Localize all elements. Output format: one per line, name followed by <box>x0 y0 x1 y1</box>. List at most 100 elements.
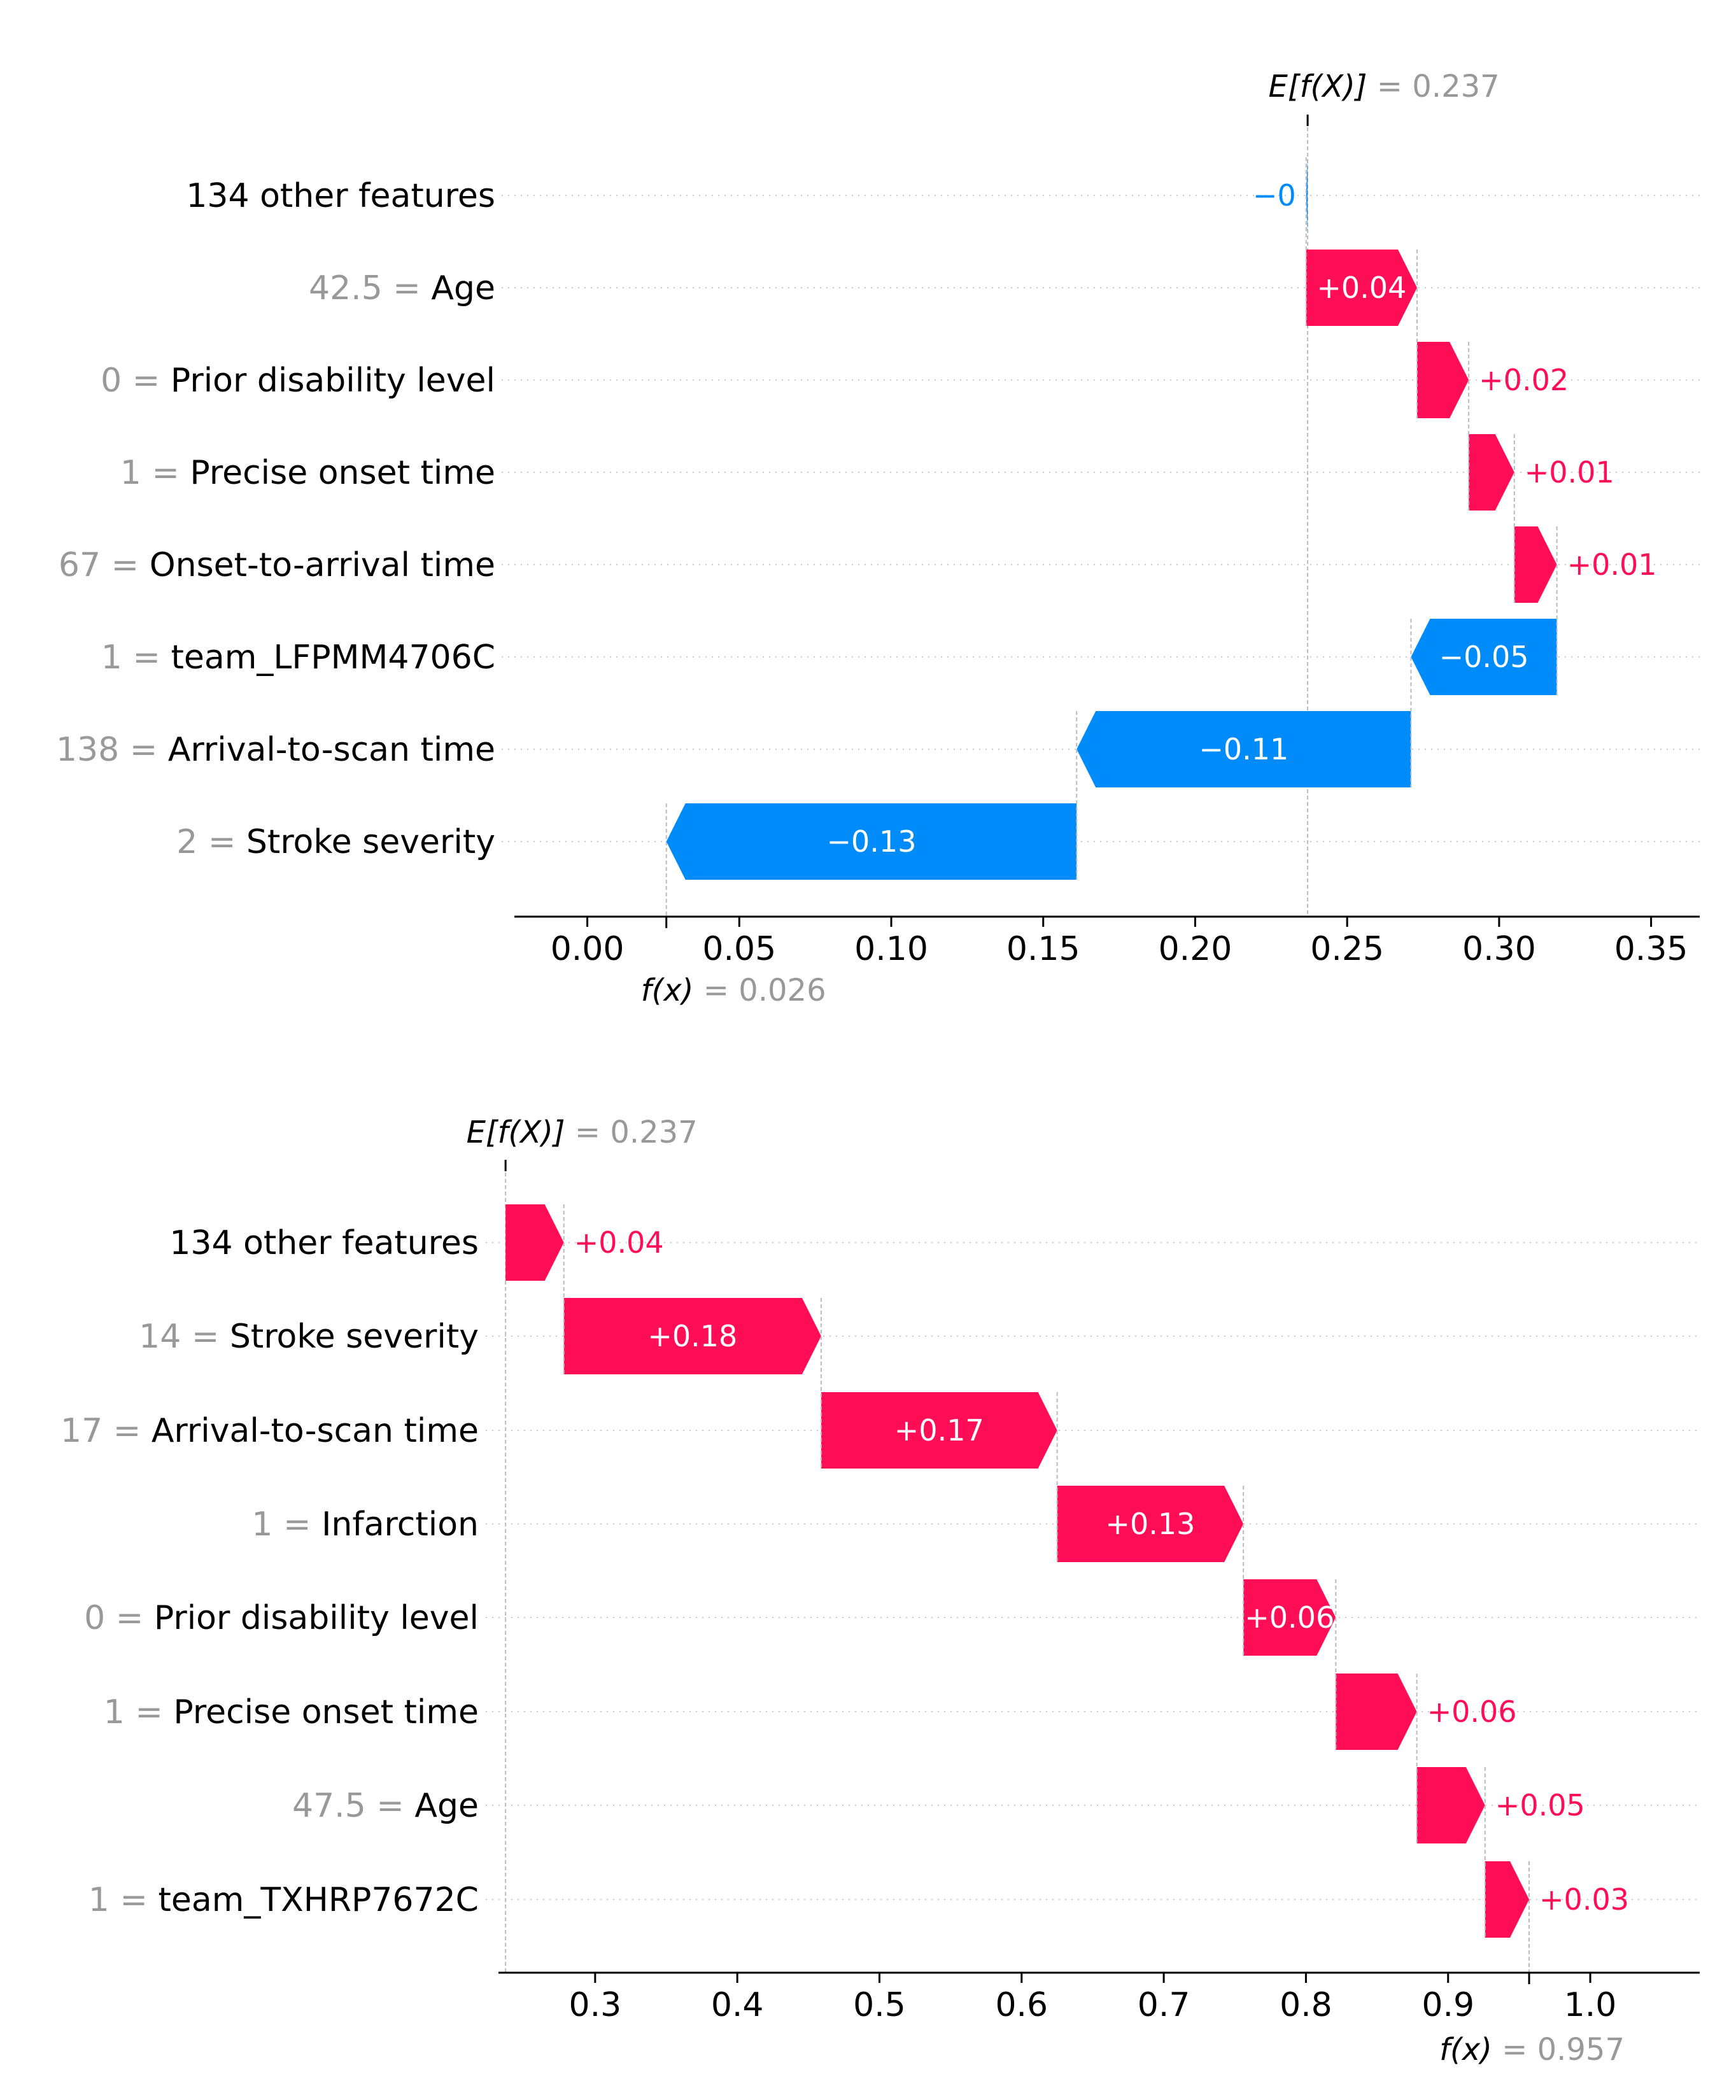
feature-label-5: 0 = Prior disability level <box>84 1599 479 1637</box>
bar-6 <box>1411 619 1557 695</box>
bar-label-2: +0.04 <box>1316 271 1406 305</box>
feature-name: Onset-to-arrival time <box>150 546 495 584</box>
feature-value: 17 = <box>60 1412 152 1450</box>
feature-name: Precise onset time <box>190 454 495 492</box>
bar-label-1: +0.04 <box>574 1225 664 1260</box>
feature-label-8: 1 = team_TXHRP7672C <box>88 1881 479 1919</box>
x-tick-label: 1.0 <box>1564 1986 1617 2024</box>
feature-name: 134 other features <box>186 177 495 215</box>
bar-label-6: −0.05 <box>1439 640 1529 674</box>
bar-7 <box>1076 711 1411 787</box>
waterfall-chart-2: +0.04 134 other features +0.18 14 = Stroke … <box>60 1115 1700 2068</box>
bar-label-5: +0.01 <box>1567 547 1657 582</box>
waterfall-chart-1: −0 134 other features +0.04 42.5 = Age +0.02… <box>56 69 1700 1008</box>
base-value-number: = 0.237 <box>1367 69 1500 104</box>
base-value-annotation: E[f(X)] = 0.237 <box>467 1115 698 1150</box>
bar-label-5: +0.06 <box>1245 1600 1334 1635</box>
feature-name: Age <box>414 1787 479 1825</box>
bar-2 <box>563 1298 821 1374</box>
x-tick-label: 0.7 <box>1138 1986 1190 2024</box>
bar-2 <box>1306 250 1417 326</box>
x-tick-label: 0.15 <box>1006 930 1080 968</box>
bar-label-2: +0.18 <box>647 1319 737 1353</box>
feature-value: 47.5 = <box>292 1787 414 1825</box>
feature-label-6: 1 = Precise onset time <box>104 1693 479 1731</box>
feature-value: 1 = <box>120 454 190 492</box>
feature-label-6: 1 = team_LFPMM4706C <box>101 638 495 677</box>
feature-label-4: 1 = Precise onset time <box>120 454 495 492</box>
x-tick-label: 0.05 <box>702 930 776 968</box>
feature-name: Age <box>431 269 495 307</box>
bar-label-6: +0.06 <box>1427 1695 1517 1729</box>
feature-label-5: 67 = Onset-to-arrival time <box>59 546 495 584</box>
base-value-symbol: E[f(X)] <box>467 1115 565 1150</box>
feature-label-7: 47.5 = Age <box>292 1787 479 1825</box>
bar-1 <box>1306 157 1308 234</box>
bar-label-3: +0.17 <box>894 1413 984 1448</box>
feature-value: 1 = <box>251 1505 321 1544</box>
feature-value: 1 = <box>104 1693 174 1731</box>
x-tick-label: 0.4 <box>711 1986 764 2024</box>
base-value-symbol: E[f(X)] <box>1269 69 1367 104</box>
feature-label-1: 134 other features <box>169 1224 479 1262</box>
fx-number: = 0.026 <box>693 973 826 1008</box>
base-value-number: = 0.237 <box>565 1115 698 1150</box>
x-tick-label: 0.30 <box>1462 930 1536 968</box>
feature-label-8: 2 = Stroke severity <box>176 823 495 861</box>
feature-label-4: 1 = Infarction <box>251 1505 479 1544</box>
bar-5 <box>1514 526 1557 603</box>
bar-label-7: −0.11 <box>1199 732 1288 766</box>
bar-3 <box>1416 342 1469 418</box>
x-tick-label: 0.20 <box>1159 930 1232 968</box>
feature-name: Prior disability level <box>171 362 495 400</box>
feature-value: 67 = <box>59 546 150 584</box>
bar-label-3: +0.02 <box>1479 363 1569 397</box>
feature-label-2: 14 = Stroke severity <box>139 1318 479 1356</box>
bar-5 <box>1243 1579 1336 1656</box>
x-tick-label: 0.5 <box>853 1986 906 2024</box>
bar-label-4: +0.01 <box>1525 455 1614 490</box>
feature-name: Arrival-to-scan time <box>152 1412 479 1450</box>
fx-symbol: f(x) <box>1439 2032 1492 2068</box>
feature-value: 0 = <box>101 362 171 400</box>
feature-name: team_LFPMM4706C <box>171 638 495 677</box>
bar-label-7: +0.05 <box>1495 1788 1585 1822</box>
x-tick-label: 0.25 <box>1310 930 1384 968</box>
feature-value: 14 = <box>139 1318 230 1356</box>
feature-value: 2 = <box>176 823 246 861</box>
bar-label-1: −0 <box>1253 178 1296 213</box>
feature-label-3: 17 = Arrival-to-scan time <box>60 1412 479 1450</box>
feature-label-2: 42.5 = Age <box>309 269 495 307</box>
bar-6 <box>1336 1674 1417 1750</box>
bar-label-8: −0.13 <box>827 824 917 859</box>
bar-4 <box>1057 1486 1244 1562</box>
x-tick-label: 0.3 <box>569 1986 622 2024</box>
x-tick-label: 0.6 <box>995 1986 1048 2024</box>
feature-value: 138 = <box>56 731 168 769</box>
feature-value: 1 = <box>101 638 171 677</box>
fx-number: = 0.957 <box>1492 2032 1625 2068</box>
fx-symbol: f(x) <box>641 973 694 1008</box>
feature-name: Stroke severity <box>230 1318 479 1356</box>
x-tick-label: 0.8 <box>1280 1986 1332 2024</box>
feature-name: Stroke severity <box>246 823 495 861</box>
feature-label-3: 0 = Prior disability level <box>101 362 495 400</box>
feature-name: Infarction <box>321 1505 479 1544</box>
bar-8 <box>1485 1861 1530 1938</box>
feature-value: 42.5 = <box>309 269 431 307</box>
bar-4 <box>1469 434 1514 511</box>
bar-7 <box>1416 1767 1485 1843</box>
feature-name: 134 other features <box>169 1224 479 1262</box>
feature-label-7: 138 = Arrival-to-scan time <box>56 731 495 769</box>
feature-name: Precise onset time <box>173 1693 479 1731</box>
x-tick-label: 0.00 <box>551 930 625 968</box>
x-tick-label: 0.35 <box>1614 930 1688 968</box>
x-tick-label: 0.9 <box>1422 1986 1474 2024</box>
bar-label-4: +0.13 <box>1105 1507 1195 1541</box>
feature-name: team_TXHRP7672C <box>158 1881 479 1919</box>
feature-value: 0 = <box>84 1599 154 1637</box>
feature-name: Arrival-to-scan time <box>168 731 495 769</box>
feature-name: Prior disability level <box>154 1599 479 1637</box>
base-value-annotation: E[f(X)] = 0.237 <box>1269 69 1500 104</box>
